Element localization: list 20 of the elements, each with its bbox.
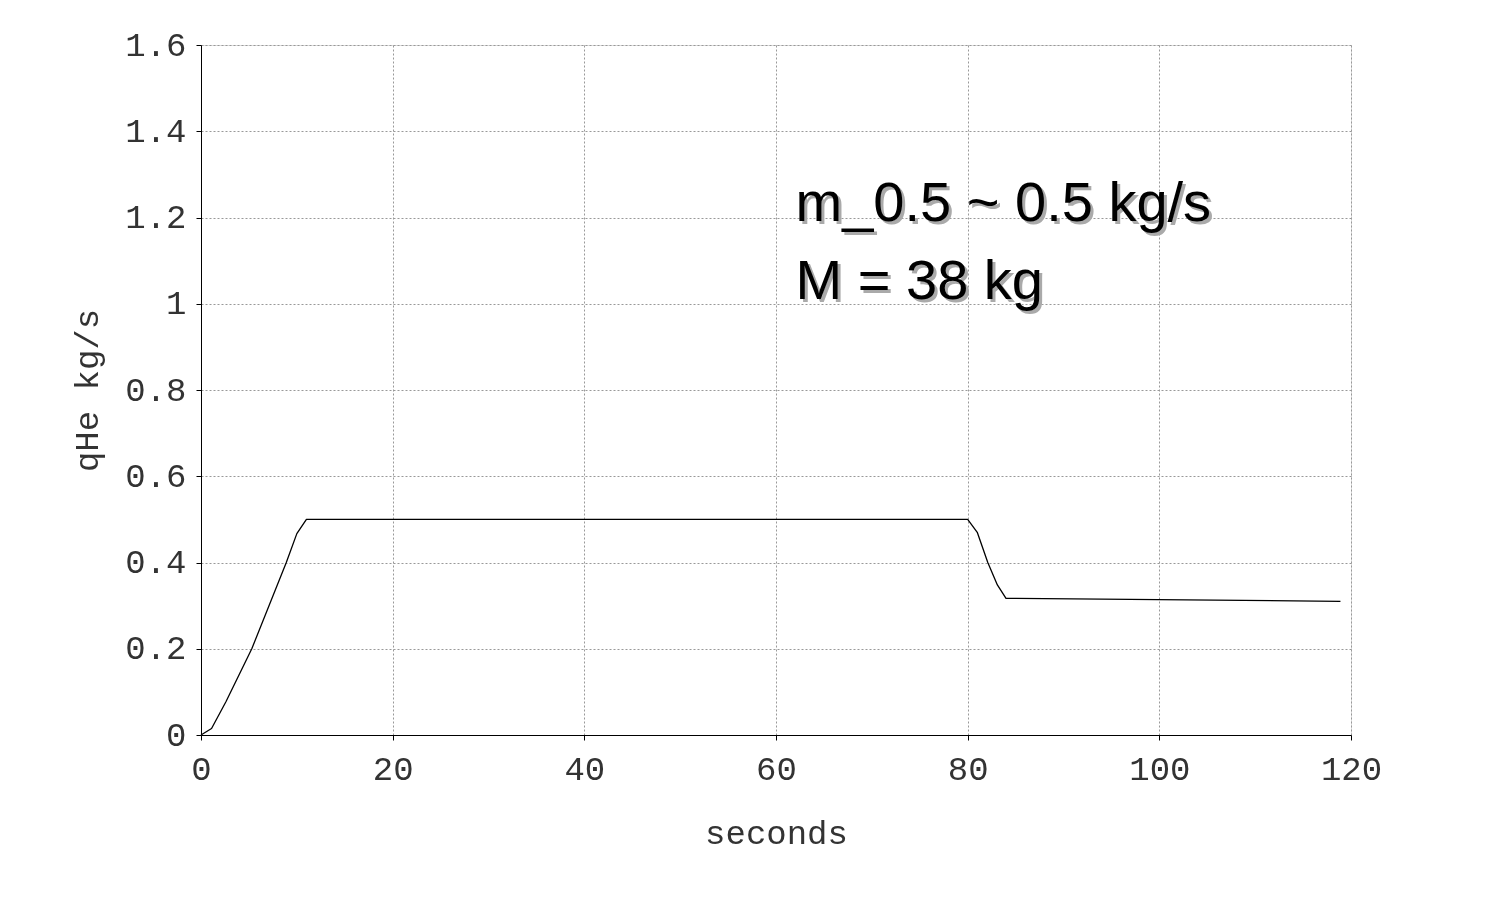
x-tick-label: 0: [191, 751, 212, 790]
annotation: m_0.5 ~ 0.5 kg/s: [798, 172, 1215, 236]
y-tick-label: 0: [166, 717, 187, 756]
x-tick-label: 20: [372, 751, 414, 790]
x-tick-label: 120: [1320, 751, 1383, 790]
x-tick-label: 100: [1129, 751, 1191, 790]
x-axis-title: seconds: [705, 815, 848, 854]
y-tick-label: 1: [166, 286, 187, 325]
x-tick-label: 40: [564, 751, 606, 790]
y-tick-label: 0.6: [125, 458, 187, 497]
y-axis-title: qHe kg/s: [70, 308, 109, 473]
y-tick-label: 1.2: [125, 200, 187, 238]
x-tick-label: 80: [947, 751, 989, 790]
y-tick-label: 1.4: [125, 113, 187, 152]
y-tick-label: 0.8: [125, 372, 187, 411]
y-tick-label: 1.6: [125, 27, 187, 66]
y-tick-label: 0.4: [125, 545, 187, 583]
x-tick-label: 60: [756, 751, 797, 790]
annotation: M = 38 kg: [798, 250, 1047, 314]
y-tick-label: 0.2: [125, 631, 187, 670]
